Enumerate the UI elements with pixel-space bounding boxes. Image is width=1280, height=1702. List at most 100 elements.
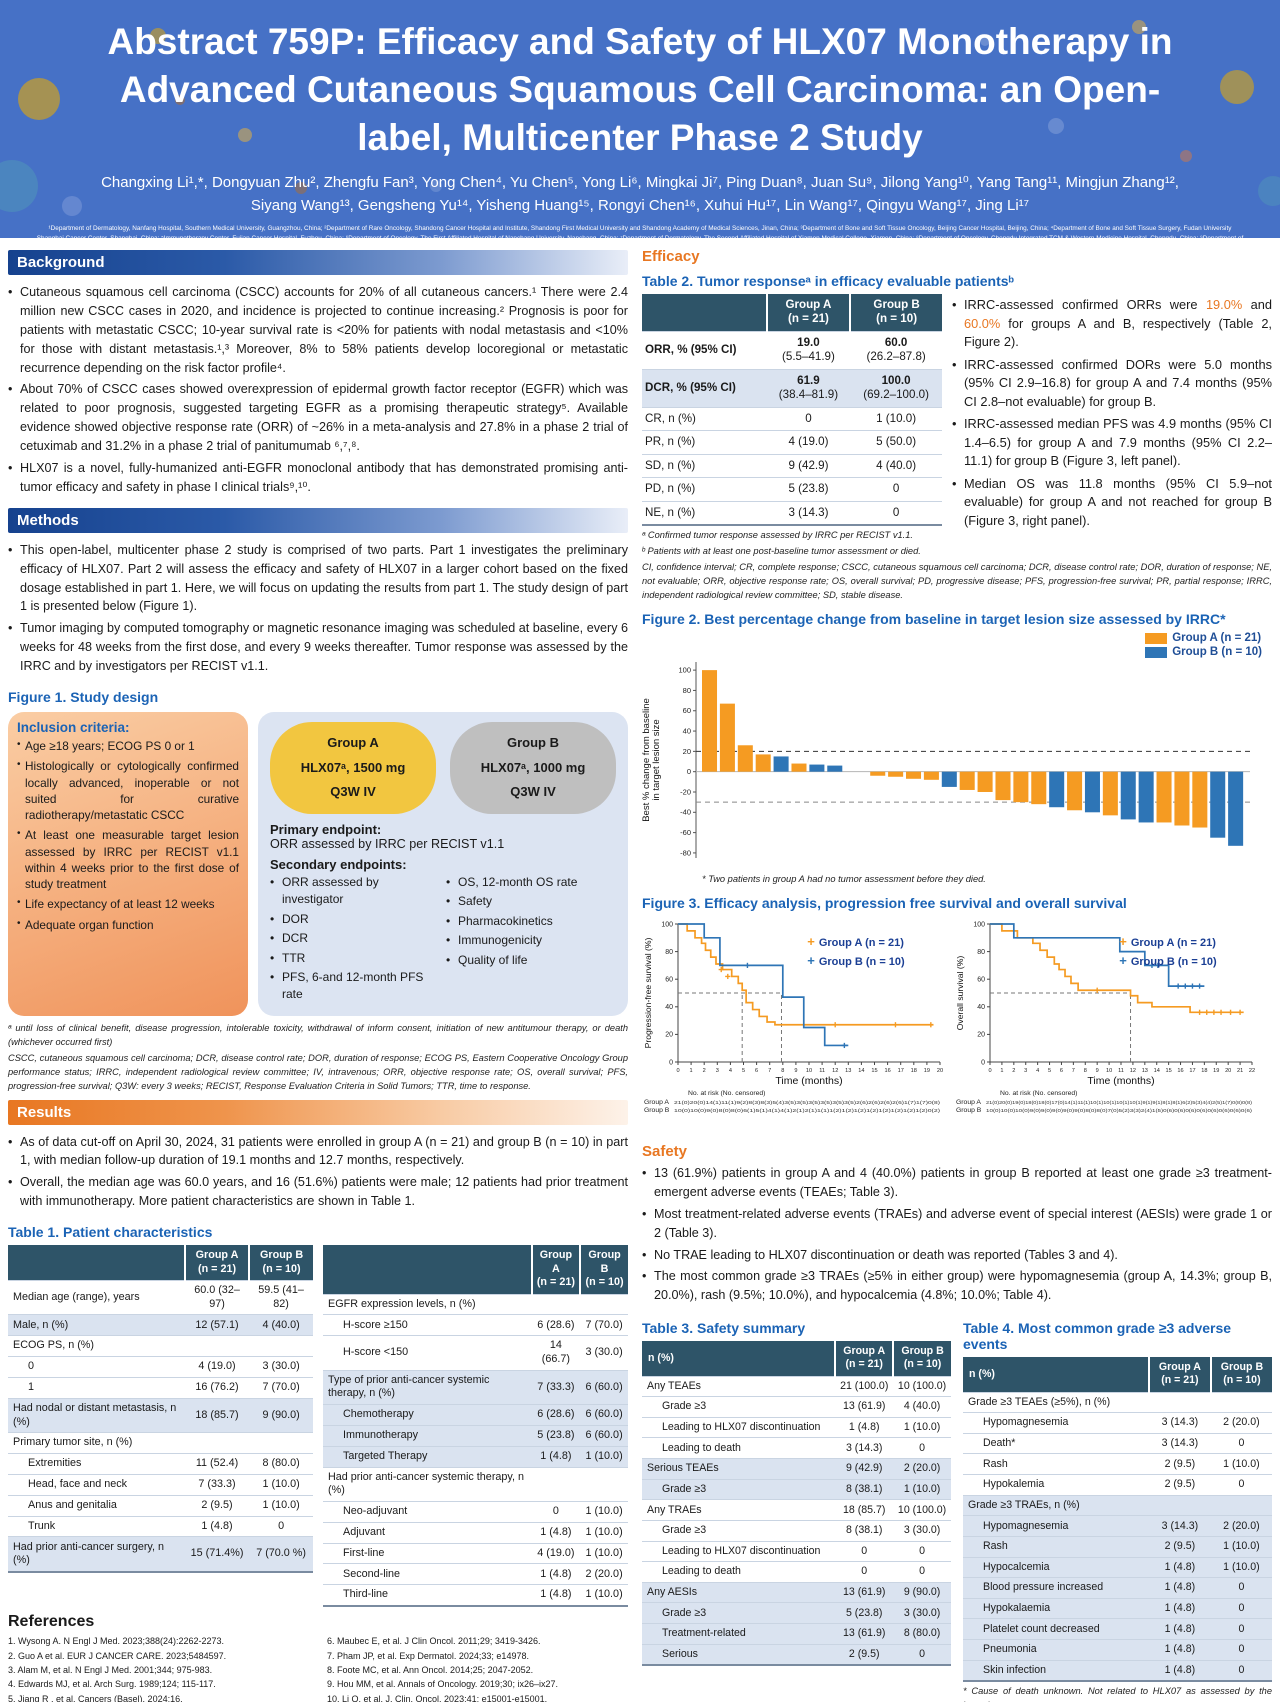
legend-label: Group B (n = 10) [818, 956, 905, 969]
bullet-marker: • [446, 952, 451, 967]
svg-text:9: 9 [794, 1068, 797, 1074]
table2-footnote-b: ᵇ Patients with at least one post-baseli… [642, 546, 921, 557]
table-row: Skin infection 1 (4.8) 0 [963, 1659, 1272, 1683]
svg-text:60: 60 [665, 976, 673, 983]
svg-text:11: 11 [819, 1068, 825, 1074]
bullet-marker: • [270, 911, 275, 926]
bullet-item: • 13 (61.9%) patients in group A and 4 (4… [642, 1164, 1272, 1202]
column-header: n (%) [963, 1357, 1149, 1393]
table-row: NE, n (%) 3 (14.3) 0 [642, 500, 942, 527]
secondary-endpoints-col1: • ORR assessed by investigator • DOR • DCR • TT… [270, 874, 440, 1006]
bullet-marker: • [270, 970, 275, 985]
svg-text:-40: -40 [680, 808, 691, 817]
svg-text:20: 20 [977, 1032, 985, 1039]
table-row: Hypokalemia 2 (9.5) 0 [963, 1474, 1272, 1496]
svg-text:Group B: Group B [644, 1107, 670, 1114]
table-row: Male, n (%) 12 (57.1) 4 (40.0) [8, 1314, 313, 1336]
list-item: 5. Jiang R , et al. Cancers (Basel). 202… [8, 1693, 183, 1702]
column-header: Group A (n = 21) [530, 1245, 581, 1295]
bullet-marker: • [952, 416, 957, 432]
svg-text:Best % change from baselinein: Best % change from baselinein target les… [642, 698, 662, 822]
table-row: PD, n (%) 5 (23.8) 0 [642, 477, 942, 502]
svg-text:-80: -80 [680, 848, 691, 857]
svg-text:21: 21 [1237, 1068, 1243, 1074]
table-row: Death* 3 (14.3) 0 [963, 1432, 1272, 1454]
references-col2: 6. Maubec E, et al. J Clin Oncol. 2011;2… [327, 1634, 628, 1702]
table-row: Rash 2 (9.5) 1 (10.0) [963, 1453, 1272, 1475]
table-row: SD, n (%) 9 (42.9) 4 (40.0) [642, 453, 942, 478]
svg-text:10(0)10(0)9(0)8(0)8(0)6(1)5(1): 10(0)10(0)9(0)8(0)8(0)6(1)5(1)4(1)4(1)2(… [674, 1108, 941, 1113]
secondary-endpoints-label: Secondary endpoints: [270, 857, 407, 873]
table-row: Neo-adjuvant 0 1 (10.0) [323, 1500, 628, 1523]
table-row: Grade ≥3 8 (38.1) 3 (30.0) [642, 1519, 951, 1542]
inclusion-criteria-title: Inclusion criteria: [17, 720, 130, 736]
bullet-item: • IRRC-assessed confirmed ORRs were 19.0%… [952, 296, 1272, 352]
bullet-marker: • [446, 913, 451, 928]
study-design-box: Group A HLX07ᵃ, 1500 mg Q3W IV Group B H… [258, 712, 628, 1016]
svg-text:11: 11 [1118, 1068, 1124, 1074]
bullet-marker: • [270, 931, 275, 946]
svg-text:18: 18 [1201, 1068, 1207, 1074]
column-header: Group A (n = 21) [183, 1245, 250, 1281]
table4-footnote: * Cause of death unknown. Not related to… [963, 1686, 1272, 1702]
table-row: Serious TEAEs 9 (42.9) 2 (20.0) [642, 1458, 951, 1480]
table2-abbreviations: CI, confidence interval; CR, complete re… [642, 562, 1272, 601]
table-row: Grade ≥3 13 (61.9) 4 (40.0) [642, 1396, 951, 1418]
background-bullets: • Cutaneous squamous cell carcinoma (CSCC… [8, 283, 628, 500]
bullet-item: • ORR assessed by investigator [270, 874, 440, 909]
svg-text:20: 20 [937, 1068, 943, 1074]
bullet-item: • Pharmacokinetics [446, 913, 616, 930]
svg-text:100: 100 [661, 921, 673, 928]
svg-text:Group A: Group A [956, 1099, 981, 1106]
svg-text:19: 19 [1213, 1068, 1219, 1074]
legend-swatch [1145, 632, 1168, 644]
column-header: Group B (n = 10) [892, 1341, 951, 1377]
waterfall-legend: Group A (n = 21) Group B (n = 10) [1145, 632, 1262, 660]
figure3-charts: 0 20 40 60 80 100 0 1 2 3 4 5 6 7 8 9 10 11 12 13 14 15 16 17 18… [642, 916, 1272, 1141]
figure2-footnote: * Two patients in group A had no tumor a… [702, 874, 986, 885]
legend-censor-mark: + [1119, 953, 1127, 969]
bullet-item: • As of data cut-off on April 30, 2024, 3… [8, 1133, 628, 1171]
list-item: 10. Li Q, et al. J. Clin. Oncol. 2023;41… [327, 1693, 548, 1702]
bullet-item: • Quality of life [446, 952, 616, 969]
table-row: Any AESIs 13 (61.9) 9 (90.0) [642, 1581, 951, 1603]
table-row: Serious 2 (9.5) 0 [642, 1643, 951, 1667]
table-row: Targeted Therapy 1 (4.8) 1 (10.0) [323, 1445, 628, 1468]
list-item: 9. Hou MM, et al. Annals of Oncology. 20… [327, 1679, 558, 1690]
km-legend: + Group A (n = 21) + Group B (n = 10) [1119, 932, 1216, 971]
table-row: Anus and genitalia 2 (9.5) 1 (10.0) [8, 1494, 313, 1517]
table-row: Leading to HLX07 discontinuation 1 (4.8) 1… [642, 1416, 951, 1438]
table-row: Hypokalaemia 1 (4.8) 0 [963, 1597, 1272, 1619]
column-header: n (%) [642, 1341, 836, 1377]
os-chart: 0 20 40 60 80 100 0 1 2 3 4 5 6 7 8 9 10 11 12 13 14 15 16 17 18… [954, 916, 1260, 1141]
table-row: Hypomagnesemia 3 (14.3) 2 (20.0) [963, 1515, 1272, 1537]
bullet-marker: • [952, 475, 957, 491]
svg-text:21(0)20(0)19(0)18(0)18(0)17(0): 21(0)20(0)19(0)18(0)18(0)17(0)14(1)11(1)… [986, 1100, 1253, 1105]
table-row: EGFR expression levels, n (%) [323, 1293, 628, 1315]
methods-bullets: • This open-label, multicenter phase 2 st… [8, 541, 628, 679]
svg-text:80: 80 [683, 686, 691, 695]
section-title-background: Background [17, 254, 105, 271]
authors-line-2: Siyang Wang¹³, Gengsheng Yu¹⁴, Yisheng H… [250, 196, 1030, 214]
data-table: Group A (n = 21) Group B (n = 10) EGFR expre… [323, 1245, 628, 1608]
bullet-marker: • [8, 285, 13, 299]
table-row: Had prior anti-cancer systemic therapy, … [323, 1466, 628, 1502]
svg-text:-20: -20 [680, 787, 691, 796]
svg-text:10(0)10(0)10(0)9(0)9(0)9(0)9(0: 10(0)10(0)10(0)9(0)9(0)9(0)9(0)9(0)8(0)8… [986, 1108, 1253, 1113]
bullet-marker: • [446, 933, 451, 948]
bullet-item: • Median OS was 11.8 months (95% CI 5.9–n… [952, 475, 1272, 531]
column-header: Group B (n = 10) [248, 1245, 313, 1281]
svg-text:16: 16 [1177, 1068, 1183, 1074]
bullet-marker: • [446, 894, 451, 909]
table-row: Extremities 11 (52.4) 8 (80.0) [8, 1453, 313, 1475]
bullet-item: • Overall, the median age was 60.0 years,… [8, 1173, 628, 1211]
section-header-results: Results [8, 1099, 628, 1125]
table2-footnote-a: ᵃ Confirmed tumor response assessed by I… [642, 530, 913, 541]
svg-text:15: 15 [871, 1068, 877, 1074]
section-header-methods: Methods [8, 507, 628, 533]
svg-text:Group A: Group A [644, 1099, 669, 1106]
legend-censor-mark: + [807, 933, 815, 949]
svg-text:17: 17 [1189, 1068, 1195, 1074]
svg-text:100: 100 [678, 666, 691, 675]
